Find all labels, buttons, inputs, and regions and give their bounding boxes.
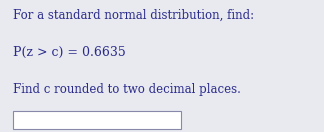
- Text: Find c rounded to two decimal places.: Find c rounded to two decimal places.: [13, 83, 241, 96]
- Text: For a standard normal distribution, find:: For a standard normal distribution, find…: [13, 9, 254, 22]
- Text: P(z > c) = 0.6635: P(z > c) = 0.6635: [13, 46, 126, 59]
- FancyBboxPatch shape: [13, 111, 181, 129]
